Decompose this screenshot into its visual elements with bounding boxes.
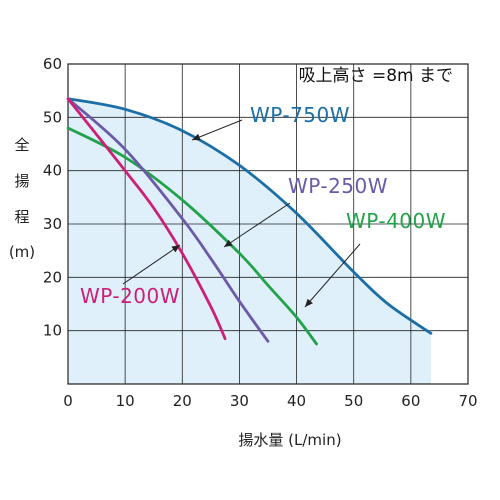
x-tick-labels: 0 10 20 30 40 50 60 70 — [63, 392, 477, 410]
series-labels: WP-750W WP-400W WP-250W WP-200W — [80, 103, 446, 308]
pointer-line-wp-400w — [304, 243, 361, 308]
series-curves — [66, 97, 433, 346]
x-tick-label: 40 — [287, 392, 306, 410]
suction-height-note: 吸上高さ =8m まで — [299, 66, 453, 86]
y-axis-title-char-1: 全 — [14, 136, 29, 154]
y-tick-label: 40 — [43, 162, 62, 180]
series-line-wp-250w — [66, 97, 270, 343]
plot-frame — [67, 63, 469, 385]
series-label-wp-750w: WP-750W — [250, 103, 350, 127]
pointer-line-wp-250w — [223, 202, 291, 248]
arrowhead-wp-200w — [171, 245, 180, 253]
y-tick-label: 10 — [43, 322, 62, 340]
arrowhead-wp-400w — [305, 298, 313, 307]
y-tick-labels: 10 20 30 40 50 60 — [43, 55, 62, 340]
x-tick-label: 20 — [173, 392, 192, 410]
arrowhead-wp-750w — [192, 133, 201, 141]
series-line-wp-200w — [66, 97, 227, 341]
label-pointer-arrows — [122, 119, 361, 308]
y-tick-label: 50 — [43, 108, 62, 126]
y-axis-title-char-2: 揚 — [14, 172, 29, 190]
pointer-line-wp-750w — [191, 119, 243, 141]
series-label-wp-200w: WP-200W — [80, 284, 180, 308]
x-tick-label: 10 — [116, 392, 135, 410]
y-tick-label: 20 — [43, 268, 62, 286]
series-label-wp-250w: WP-250W — [288, 174, 388, 198]
y-axis-title-unit: (m) — [9, 243, 35, 261]
arrowhead-wp-250w — [224, 239, 233, 247]
x-tick-label: 60 — [401, 392, 420, 410]
performance-area-fill — [68, 98, 431, 384]
y-axis-title: 全 揚 程 (m) — [9, 136, 35, 261]
pointer-line-wp-200w — [122, 244, 181, 285]
x-tick-label: 0 — [63, 392, 73, 410]
series-label-wp-400w: WP-400W — [346, 209, 446, 233]
x-axis-title: 揚水量 (L/min) — [238, 431, 341, 449]
series-line-wp-750w — [66, 97, 433, 335]
y-tick-label: 30 — [43, 215, 62, 233]
x-tick-label: 70 — [458, 392, 477, 410]
x-tick-label: 50 — [344, 392, 363, 410]
x-tick-label: 30 — [230, 392, 249, 410]
grid-lines — [68, 64, 468, 384]
series-line-wp-400w — [66, 126, 318, 346]
y-tick-label: 60 — [43, 55, 62, 73]
y-axis-title-char-3: 程 — [14, 208, 29, 226]
